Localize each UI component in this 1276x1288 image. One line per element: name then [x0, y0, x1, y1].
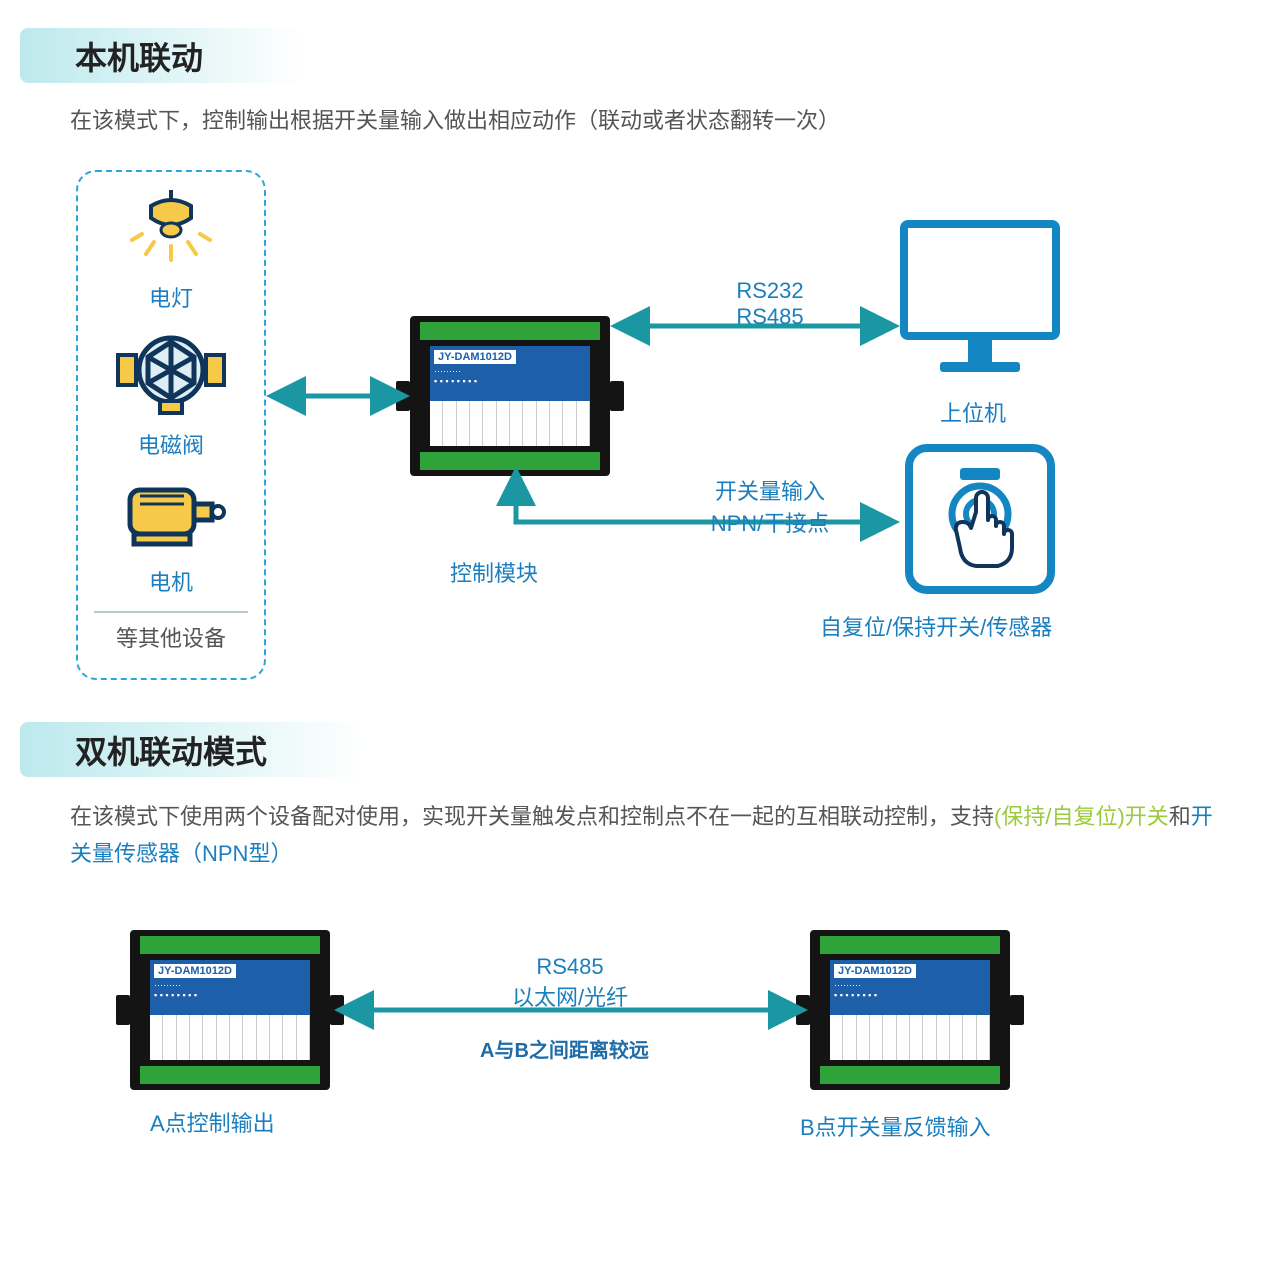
conn1-line1: RS232 — [736, 278, 803, 303]
conn1-line2: RS485 — [736, 304, 803, 329]
others-label: 等其他设备 — [94, 611, 248, 653]
motor-icon: 电机 — [78, 474, 264, 597]
lamp-label: 电灯 — [78, 281, 264, 313]
distance-note: A与B之间距离较远 — [480, 1034, 649, 1063]
valve-icon: 电磁阀 — [78, 327, 264, 460]
module-a-name: JY-DAM1012D — [154, 964, 236, 978]
valve-label: 电磁阀 — [78, 428, 264, 460]
pc-icon — [900, 220, 1060, 372]
module-a: JY-DAM1012D·········▪ ▪ ▪ ▪ ▪ ▪ ▪ ▪ — [130, 930, 330, 1090]
module-b-name: JY-DAM1012D — [834, 964, 916, 978]
module-label: 控制模块 — [450, 556, 538, 588]
s2-desc-p1: 在该模式下使用两个设备配对使用，实现开关量触发点和控制点不在一起的互相联动控制，… — [70, 804, 994, 829]
devices-box: 电灯 电磁阀 — [76, 170, 266, 680]
s2-desc-p2: 和 — [1169, 804, 1191, 829]
label-b: B点开关量反馈输入 — [800, 1110, 991, 1142]
s2-conn-line2: 以太网/光纤 — [512, 985, 628, 1010]
s2-conn-line1: RS485 — [536, 954, 603, 979]
section2-title: 双机联动模式 — [75, 727, 267, 773]
conn2-line2: NPN/干接点 — [711, 511, 830, 536]
module-b: JY-DAM1012D·········▪ ▪ ▪ ▪ ▪ ▪ ▪ ▪ — [810, 930, 1010, 1090]
s2-desc-h1: (保持/自复位)开关 — [994, 804, 1169, 829]
motor-label: 电机 — [78, 565, 264, 597]
module-name: JY-DAM1012D — [434, 350, 516, 364]
section2-desc: 在该模式下使用两个设备配对使用，实现开关量触发点和控制点不在一起的互相联动控制，… — [70, 798, 1216, 873]
label-a: A点控制输出 — [150, 1106, 275, 1138]
switch-label: 自复位/保持开关/传感器 — [820, 610, 1052, 642]
control-module: JY-DAM1012D·········▪ ▪ ▪ ▪ ▪ ▪ ▪ ▪ — [410, 316, 610, 476]
lamp-icon: 电灯 — [78, 190, 264, 313]
switch-icon — [905, 444, 1055, 594]
section1-title: 本机联动 — [75, 33, 203, 79]
section2-tab: 双机联动模式 — [20, 722, 367, 777]
conn2-line1: 开关量输入 — [715, 479, 825, 504]
pc-label: 上位机 — [940, 396, 1006, 428]
section1-tab: 本机联动 — [20, 28, 303, 83]
section1-desc: 在该模式下，控制输出根据开关量输入做出相应动作（联动或者状态翻转一次） — [70, 102, 1216, 139]
